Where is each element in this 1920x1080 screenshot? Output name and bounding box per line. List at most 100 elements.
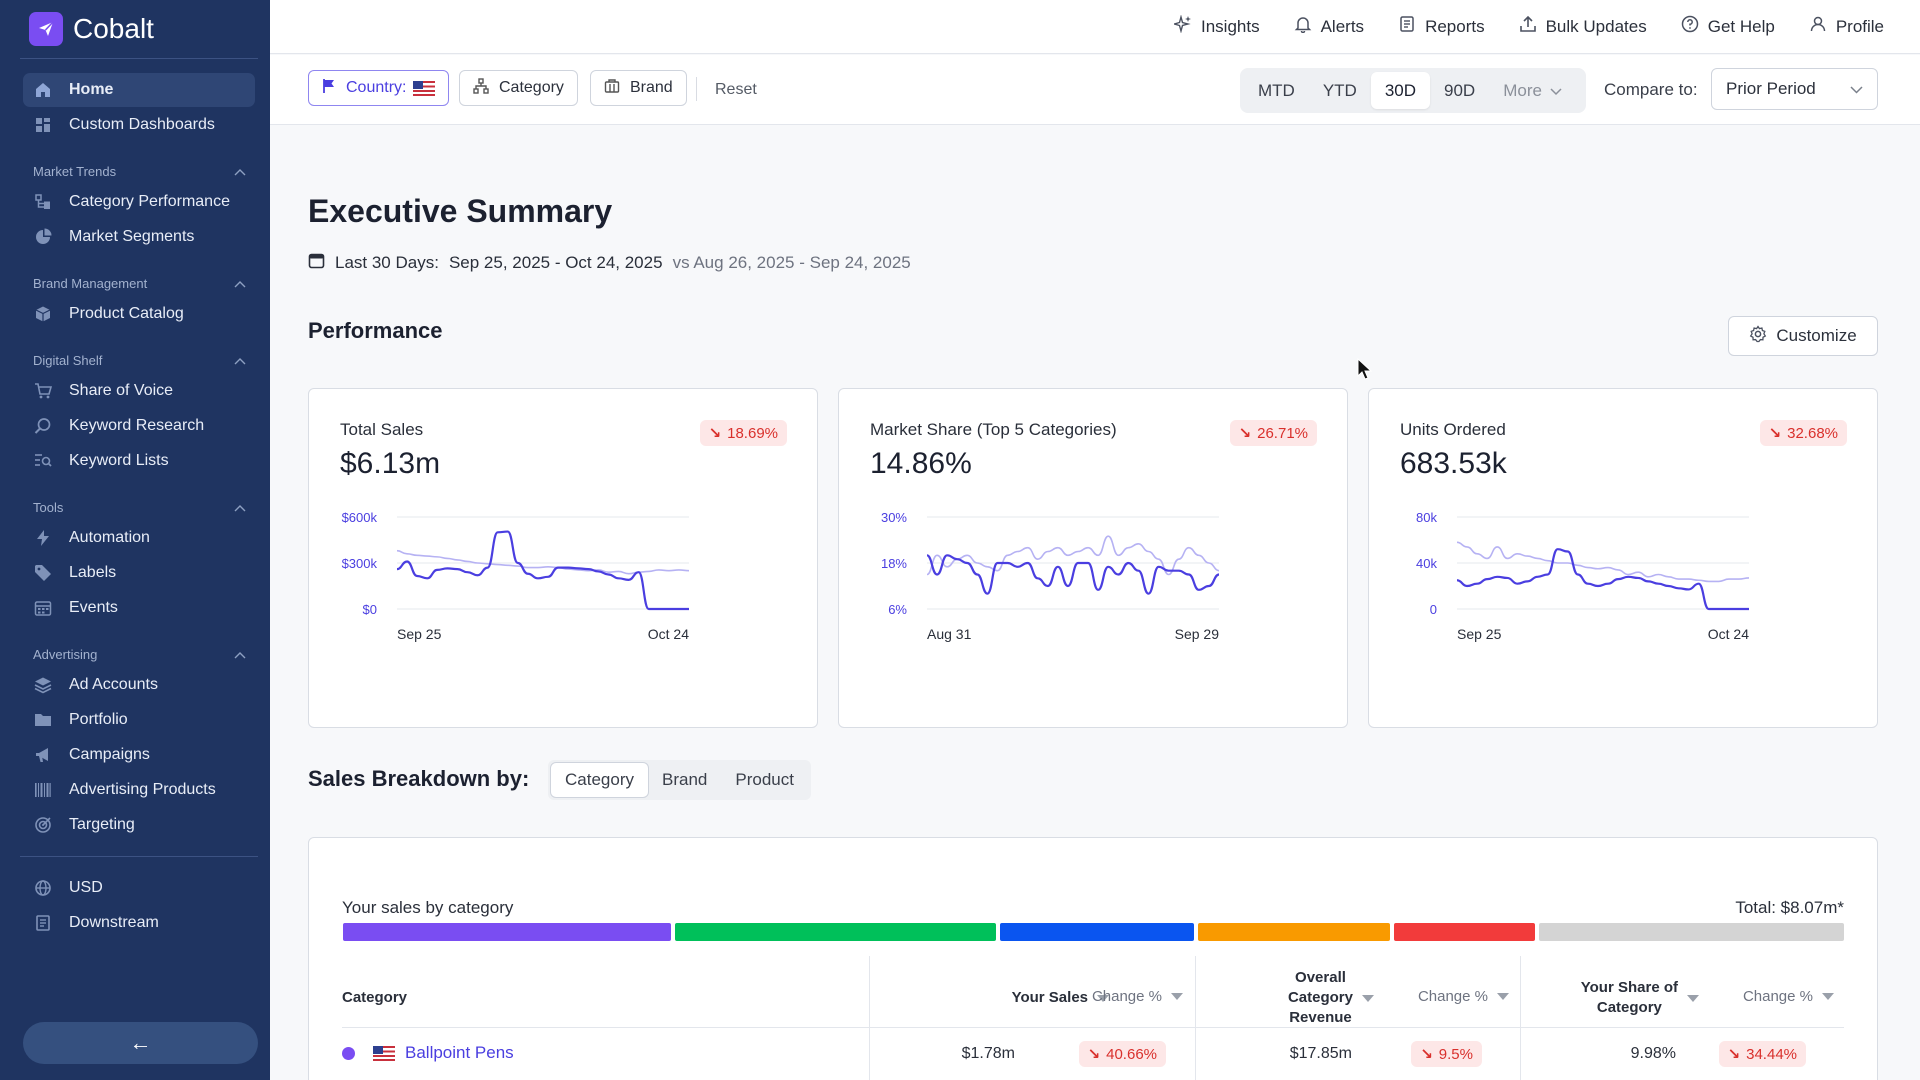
sidebar-item-portfolio[interactable]: Portfolio bbox=[23, 703, 255, 737]
sidebar-group-header[interactable]: Tools bbox=[33, 500, 246, 515]
tab-brand[interactable]: Brand bbox=[661, 770, 708, 789]
sidebar-item-currency[interactable]: USD bbox=[23, 871, 255, 905]
sidebar-group-title: Digital Shelf bbox=[33, 353, 103, 368]
reset-filters-button[interactable]: Reset bbox=[715, 81, 757, 98]
share-bar-segment[interactable] bbox=[1000, 923, 1195, 941]
sidebar-item-campaigns[interactable]: Campaigns bbox=[23, 738, 255, 772]
sidebar-item-targeting[interactable]: Targeting bbox=[23, 808, 255, 842]
column-divider bbox=[869, 956, 870, 1080]
get-help-label: Get Help bbox=[1707, 16, 1775, 36]
kpi-card-total-sales[interactable]: Total Sales $6.13m ↘ 18.69% $600k $300k $0 S… bbox=[308, 388, 818, 728]
profile-link[interactable]: Profile bbox=[1809, 15, 1884, 38]
sidebar-item-label: Market Segments bbox=[69, 228, 195, 245]
sidebar-group-header[interactable]: Digital Shelf bbox=[33, 353, 246, 368]
x-tick-label: Sep 29 bbox=[1175, 626, 1220, 642]
share-bar-segment[interactable] bbox=[1393, 923, 1536, 941]
sidebar-item-labels[interactable]: Labels bbox=[23, 556, 255, 590]
column-header-change-sales[interactable]: Change % bbox=[1063, 988, 1183, 1005]
sidebar-groups: Market Trends Category Performance Market … bbox=[0, 164, 270, 842]
column-header-category[interactable]: Category bbox=[342, 989, 408, 1006]
period-mtd-button[interactable]: MTD bbox=[1258, 80, 1295, 100]
kpi-card-market-share[interactable]: Market Share (Top 5 Categories) 14.86% ↘… bbox=[838, 388, 1348, 728]
sidebar-item-label: Custom Dashboards bbox=[69, 116, 215, 133]
kpi-card-units-ordered[interactable]: Units Ordered 683.53k ↘ 32.68% 80k 40k 0 Sep… bbox=[1368, 388, 1878, 728]
country-filter-label: Country: bbox=[346, 79, 407, 96]
home-icon bbox=[33, 80, 53, 100]
sidebar-item-keyword-research[interactable]: Keyword Research bbox=[23, 409, 255, 443]
sidebar-item-home[interactable]: Home bbox=[23, 73, 255, 107]
sidebar-item-keyword-lists[interactable]: Keyword Lists bbox=[23, 444, 255, 478]
period-more-dropdown[interactable]: More bbox=[1489, 72, 1576, 109]
sidebar-item-product-catalog[interactable]: Product Catalog bbox=[23, 297, 255, 331]
sidebar-item-market-segments[interactable]: Market Segments bbox=[23, 220, 255, 254]
tag-icon bbox=[33, 563, 53, 583]
sidebar-bottom: USD Downstream bbox=[0, 871, 270, 940]
sidebar-group-title: Advertising bbox=[33, 647, 98, 662]
sidebar-item-automation[interactable]: Automation bbox=[23, 521, 255, 555]
sidebar-item-downstream[interactable]: Downstream bbox=[23, 906, 255, 940]
sidebar-item-ad-accounts[interactable]: Ad Accounts bbox=[23, 668, 255, 702]
column-header-change-share[interactable]: Change % bbox=[1714, 988, 1834, 1005]
sort-caret-icon bbox=[1497, 993, 1509, 1000]
customize-button[interactable]: Customize bbox=[1728, 316, 1878, 356]
reports-link[interactable]: Reports bbox=[1398, 15, 1485, 38]
period-90d-button[interactable]: 90D bbox=[1444, 80, 1476, 100]
current-period-series-line bbox=[396, 530, 689, 611]
cell-change-value: 40.66% bbox=[1106, 1045, 1157, 1063]
sidebar-item-share-of-voice[interactable]: Share of Voice bbox=[23, 374, 255, 408]
country-filter-button[interactable]: Country: bbox=[308, 70, 450, 106]
profile-label: Profile bbox=[1835, 16, 1884, 36]
sidebar-group-header[interactable]: Market Trends bbox=[33, 164, 246, 179]
column-header-change-revenue[interactable]: Change % bbox=[1389, 988, 1509, 1005]
y-tick-label: 30% bbox=[881, 510, 907, 525]
sort-caret-icon bbox=[1362, 994, 1374, 1002]
tab-category[interactable]: Category bbox=[551, 763, 648, 797]
period-30d-button[interactable]: 30D bbox=[1370, 72, 1431, 109]
share-bar-segment[interactable] bbox=[343, 923, 672, 941]
get-help-link[interactable]: Get Help bbox=[1681, 15, 1775, 38]
share-bar-segment[interactable] bbox=[1198, 923, 1390, 941]
bulk-updates-link[interactable]: Bulk Updates bbox=[1519, 15, 1647, 38]
sidebar-group-header[interactable]: Brand Management bbox=[33, 276, 246, 291]
flag-outline-icon bbox=[322, 78, 336, 99]
column-divider bbox=[1520, 956, 1521, 1080]
column-header-overall-revenue[interactable]: Overall Category Revenue bbox=[1224, 968, 1374, 1028]
column-header-share-of-category[interactable]: Your Share of Category bbox=[1539, 978, 1699, 1018]
hierarchy-icon bbox=[473, 77, 489, 99]
column-header-label: Change % bbox=[1742, 988, 1813, 1005]
arrow-down-right-icon: ↘ bbox=[1238, 425, 1252, 442]
sidebar-item-events[interactable]: Events bbox=[23, 591, 255, 625]
share-bar-segment[interactable] bbox=[675, 923, 997, 941]
share-bar-segment[interactable] bbox=[1539, 923, 1844, 941]
sidebar-group-header[interactable]: Advertising bbox=[33, 647, 246, 662]
main-content: Executive Summary Last 30 Days: Sep 25, … bbox=[270, 126, 1920, 1080]
category-share-bar bbox=[343, 923, 1844, 941]
sidebar-item-label: Share of Voice bbox=[69, 382, 174, 399]
filter-bar: Country: Category Brand Reset MTD YTD 30… bbox=[270, 55, 1920, 125]
sidebar-item-label: Labels bbox=[69, 564, 117, 581]
compare-select[interactable]: Prior Period bbox=[1711, 68, 1878, 110]
dashboard-grid-icon bbox=[33, 115, 53, 135]
insights-link[interactable]: Insights bbox=[1172, 14, 1260, 38]
brand-filter-button[interactable]: Brand bbox=[590, 70, 687, 106]
table-row-category-link[interactable]: Ballpoint Pens bbox=[342, 1043, 514, 1063]
alerts-link[interactable]: Alerts bbox=[1294, 15, 1364, 38]
column-header-your-sales[interactable]: Your Sales bbox=[899, 988, 1109, 1008]
tab-product[interactable]: Product bbox=[735, 770, 794, 789]
sidebar-group-title: Tools bbox=[33, 500, 64, 515]
chevron-up-icon bbox=[234, 648, 246, 662]
period-ytd-button[interactable]: YTD bbox=[1322, 80, 1357, 100]
sidebar-item-custom-dashboards[interactable]: Custom Dashboards bbox=[23, 108, 255, 142]
units-ordered-line-chart: 80k 40k 0 Sep 25 Oct 24 bbox=[1416, 510, 1749, 642]
sidebar-item-category-performance[interactable]: Category Performance bbox=[23, 185, 255, 219]
sparkle-icon bbox=[1172, 14, 1192, 38]
target-icon bbox=[33, 815, 53, 835]
megaphone-icon bbox=[33, 745, 53, 765]
compare-label: Compare to: bbox=[1604, 80, 1698, 99]
category-filter-button[interactable]: Category bbox=[459, 70, 578, 106]
sidebar-item-advertising-products[interactable]: Advertising Products bbox=[23, 773, 255, 807]
brand[interactable]: Cobalt bbox=[0, 0, 270, 58]
column-header-label: Change % bbox=[1417, 988, 1488, 1005]
collapse-sidebar-button[interactable]: ← bbox=[23, 1022, 258, 1064]
document-icon bbox=[33, 913, 53, 933]
